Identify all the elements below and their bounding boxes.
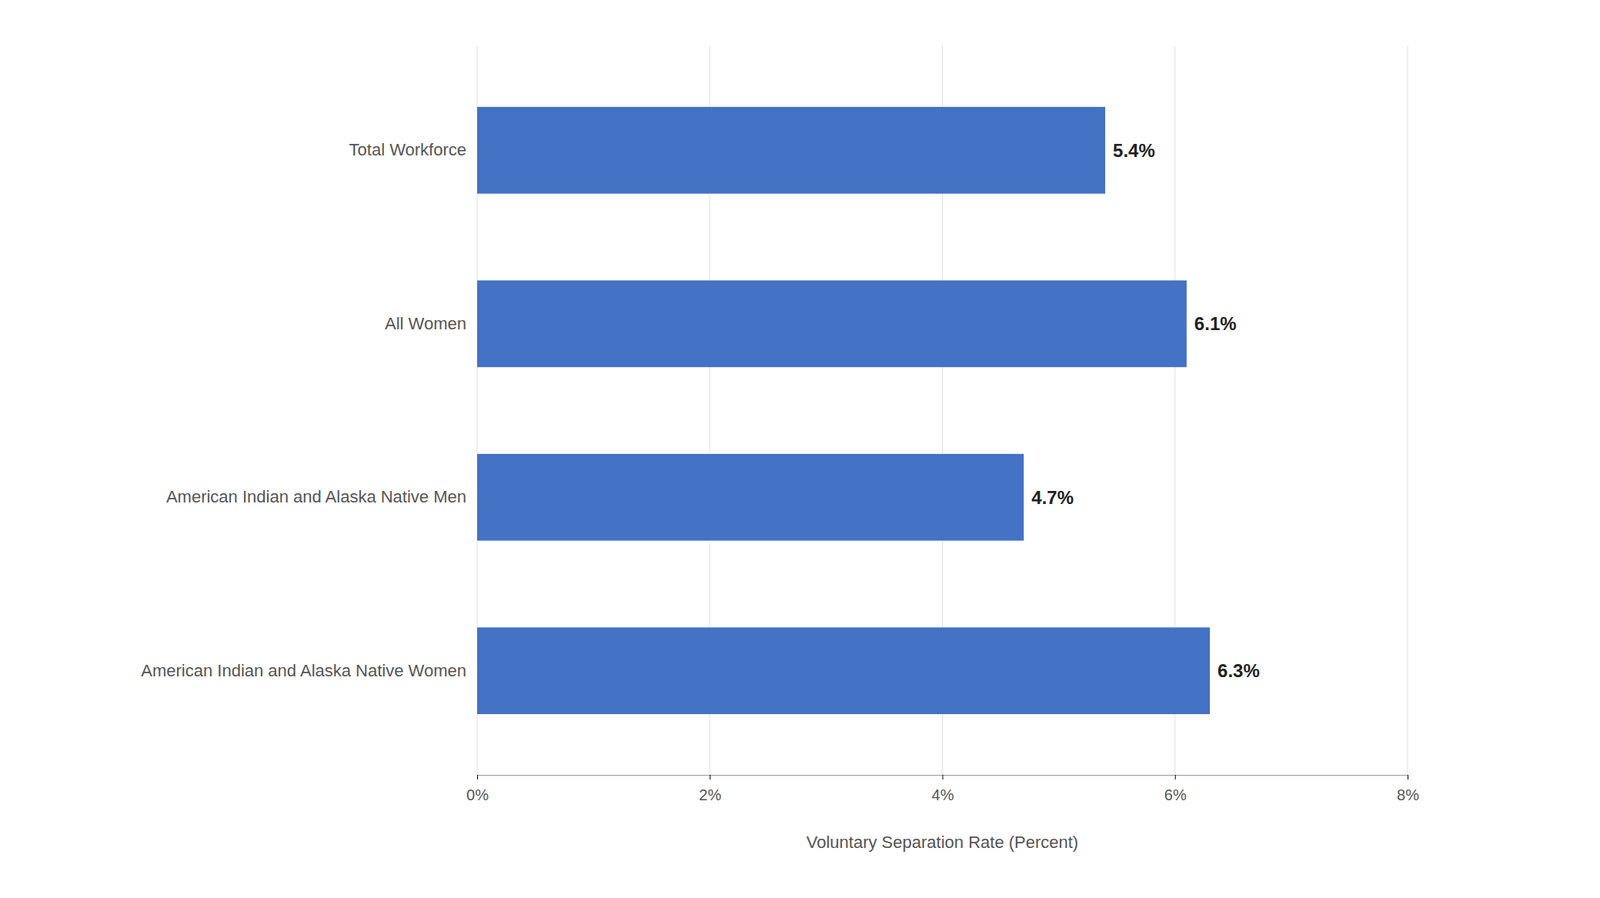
x-tick: 2% [698, 774, 722, 804]
y-tick-label: All Women [384, 313, 467, 334]
bar [477, 627, 1210, 715]
x-tick-label: 2% [698, 786, 722, 804]
x-tick-label: 4% [931, 786, 955, 804]
y-tick: All Women [384, 313, 467, 334]
data-label: 6.3% [1217, 660, 1260, 682]
y-axis: American Indian and Alaska Native Women A… [140, 140, 467, 680]
y-tick: Total Workforce [349, 140, 467, 160]
x-tick-mark [1407, 774, 1409, 780]
data-label: 4.7% [1031, 487, 1074, 508]
data-label: 5.4% [1112, 140, 1156, 161]
x-tick-mark [477, 774, 478, 780]
bar [477, 280, 1187, 368]
bar [477, 454, 1024, 542]
x-tick: 0% [466, 774, 489, 804]
y-tick-label: American Indian and Alaska Native Women [140, 661, 467, 681]
x-axis: 0% 2% 4% 6% 8% [466, 774, 1420, 804]
data-label: 6.1% [1194, 313, 1237, 335]
data-labels: 6.3% 4.7% 6.1% 5.4% [1031, 140, 1260, 682]
y-tick-label: American Indian and Alaska Native Men [166, 487, 467, 507]
chart: 0% 2% 4% 6% 8% American Indian and Alaska Nat… [0, 0, 1600, 898]
x-tick-mark [1175, 774, 1176, 780]
x-tick-mark [942, 774, 944, 780]
x-tick: 8% [1396, 774, 1420, 804]
x-tick-label: 8% [1396, 786, 1420, 804]
x-tick-label: 0% [466, 786, 489, 804]
x-axis-title: Voluntary Separation Rate (Percent) [806, 832, 1079, 852]
y-tick: American Indian and Alaska Native Women [140, 661, 467, 681]
x-tick-mark [709, 774, 711, 780]
x-tick: 6% [1164, 774, 1187, 804]
x-tick-label: 6% [1164, 786, 1187, 804]
y-tick: American Indian and Alaska Native Men [166, 487, 467, 507]
x-tick: 4% [931, 774, 955, 804]
bars [477, 106, 1210, 715]
grid-line [1407, 46, 1409, 775]
grid [477, 46, 1408, 775]
bar [477, 106, 1106, 194]
y-tick-label: Total Workforce [349, 140, 467, 160]
plot: 0% 2% 4% 6% 8% American Indian and Alaska Nat… [140, 46, 1420, 852]
